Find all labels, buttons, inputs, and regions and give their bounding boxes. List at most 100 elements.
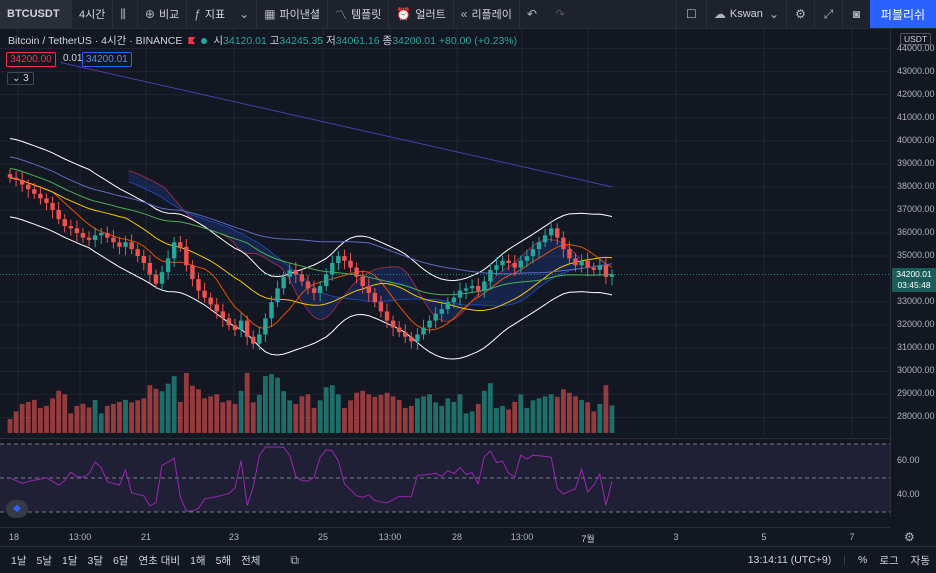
publish-button[interactable]: 퍼블리쉬: [870, 0, 936, 28]
candle-body: [579, 260, 584, 266]
range-button[interactable]: 1달: [62, 554, 78, 567]
volume-bar: [433, 402, 439, 433]
volume-bar: [141, 398, 147, 433]
indicators-button[interactable]: ƒ 지표 ⌄: [187, 0, 258, 28]
percent-toggle[interactable]: %: [858, 554, 868, 566]
range-button[interactable]: 연초 대비: [138, 554, 181, 567]
candle-body: [184, 246, 189, 266]
candle-body: [567, 249, 572, 259]
candle-body: [403, 332, 408, 337]
indicators-label: 지표: [204, 9, 226, 21]
compare-label: 비교: [158, 9, 180, 21]
candle-body: [244, 320, 250, 337]
candle-body: [123, 242, 128, 247]
time-axis-label: 7: [849, 532, 855, 542]
log-toggle[interactable]: 로그: [879, 554, 899, 567]
candle-body: [293, 269, 298, 275]
candle-body: [251, 336, 256, 344]
rsi-axis-label: 60.00: [897, 455, 920, 465]
candle-body: [378, 302, 384, 312]
compare-button[interactable]: ⊕ 비교: [138, 0, 188, 28]
candle-body: [427, 320, 432, 328]
candle-body: [263, 318, 268, 335]
volume-bar: [360, 390, 366, 433]
price-chart[interactable]: [0, 29, 890, 435]
candle-body: [202, 290, 207, 298]
candle-body: [530, 249, 536, 257]
time-axis[interactable]: 18 13:00 21 23 25 13:00 28 13:00 7월 3 5 7: [0, 527, 890, 546]
redo-button[interactable]: ↷: [548, 0, 576, 28]
range-button[interactable]: 5해: [215, 554, 232, 567]
candle-body: [311, 288, 317, 293]
interval-button[interactable]: 4시간: [72, 0, 114, 28]
volume-bar: [208, 396, 214, 433]
volume-bar: [585, 402, 591, 433]
financials-label: 파이낸셜: [279, 9, 321, 21]
date-range-icon[interactable]: ⧉: [290, 552, 299, 567]
currency-label[interactable]: USDT: [900, 33, 932, 45]
tradingview-logo[interactable]: ◆: [6, 500, 28, 518]
range-button[interactable]: 6달: [113, 554, 129, 567]
candle-body: [165, 258, 171, 273]
financials-button[interactable]: ▦ 파이낸셜: [257, 0, 329, 28]
volume-bar: [159, 391, 165, 433]
volume-bar: [323, 387, 329, 433]
price-axis[interactable]: USDT 34200.01 03:45:48 44000.00 43000.00 42…: [890, 29, 936, 517]
range-button[interactable]: 1해: [190, 554, 206, 567]
undo-button[interactable]: ↶: [520, 0, 548, 28]
candle-body: [536, 242, 542, 250]
candle-body: [68, 226, 74, 229]
templates-button[interactable]: 〽 템플릿: [328, 0, 390, 28]
time-axis-label: 3: [673, 532, 679, 542]
chevron-down-icon: ⌄: [12, 73, 24, 84]
sell-price-button[interactable]: 34200.00: [6, 52, 56, 67]
candle-body: [220, 311, 226, 319]
volume-bar: [567, 392, 572, 433]
layout-button[interactable]: ☐: [675, 0, 706, 28]
date-ranges: 1날 5날 1달 3달 6달 연초 대비 1해 5해 전체: [0, 553, 265, 568]
candle-body: [573, 258, 578, 266]
candle-body: [585, 260, 590, 268]
candle-body: [141, 256, 146, 263]
auto-toggle[interactable]: 자동: [910, 554, 930, 567]
indicators-toggle[interactable]: ⌄ 3: [7, 72, 34, 85]
snapshot-button[interactable]: ◙: [842, 0, 870, 28]
volume-bar: [214, 394, 220, 433]
volume-bar: [342, 407, 347, 433]
symbol-search-button[interactable]: BTCUSDT: [0, 0, 72, 28]
volume-bar: [378, 394, 384, 433]
settings-button[interactable]: ⚙: [786, 0, 814, 28]
cloud-layout-button[interactable]: ☁ Kswan ⌄: [705, 0, 786, 28]
buy-price-button[interactable]: 34200.01: [82, 52, 132, 67]
volume-bar: [220, 402, 226, 433]
volume-bar: [536, 398, 542, 433]
volume-bar: [238, 390, 244, 433]
legend-title: Bitcoin / TetherUS · 4시간 · BINANCE: [8, 35, 183, 47]
candle-body: [74, 228, 80, 233]
volume-bar: [7, 419, 13, 433]
volume-bar: [348, 400, 353, 433]
publish-label: 퍼블리쉬: [880, 7, 926, 22]
range-button[interactable]: 1날: [11, 554, 27, 567]
volume-bar: [591, 411, 597, 433]
volume-bar: [38, 407, 43, 433]
range-button[interactable]: 전체: [241, 554, 261, 567]
volume-bar: [451, 401, 457, 433]
clock[interactable]: 13:14:11 (UTC+9): [747, 554, 832, 566]
price-axis-label: 37000.00: [897, 203, 935, 214]
fullscreen-button[interactable]: ⤢: [814, 0, 842, 28]
candle-body: [542, 235, 548, 243]
rsi-pane[interactable]: [0, 438, 890, 519]
range-button[interactable]: 5날: [36, 554, 53, 567]
chart-type-button[interactable]: ⫼: [113, 0, 138, 28]
alerts-button[interactable]: ⏰ 얼러트: [389, 0, 454, 28]
price-axis-label: 42000.00: [897, 88, 935, 99]
candles-icon: ⫼: [120, 6, 126, 21]
replay-button[interactable]: «리플레이: [454, 0, 520, 28]
volume-bar: [415, 398, 420, 433]
range-button[interactable]: 3달: [87, 554, 104, 567]
candle-body: [275, 288, 280, 303]
flag-icon[interactable]: [188, 37, 196, 44]
gear-icon[interactable]: ⚙: [904, 530, 915, 544]
candle-body: [457, 290, 463, 298]
